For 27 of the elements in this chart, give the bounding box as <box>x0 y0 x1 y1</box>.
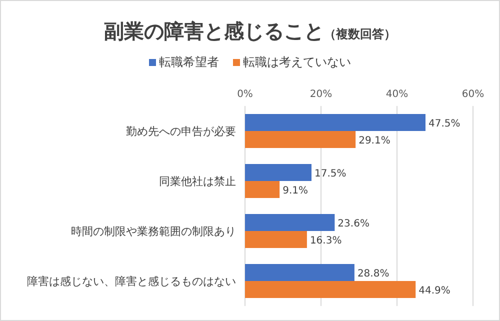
y-tick-label: 同業他社は禁止 <box>159 175 236 188</box>
bar <box>245 181 280 198</box>
x-tick-label: 40% <box>386 89 408 100</box>
legend-label: 転職希望者 <box>159 55 219 69</box>
x-tick-label: 20% <box>310 89 332 100</box>
data-label: 47.5% <box>428 118 460 130</box>
data-label: 29.1% <box>358 136 390 146</box>
bar <box>245 231 307 248</box>
bar <box>245 114 426 131</box>
y-tick-label: 時間の制限や業務範囲の制限あり <box>71 225 236 238</box>
y-tick-label: 障害は感じない、障害と感じるものはない <box>27 275 236 288</box>
data-label: 16.3% <box>310 236 342 246</box>
bar <box>245 214 335 231</box>
y-tick-label: 勤め先への申告が必要 <box>126 125 236 138</box>
bar <box>245 164 312 181</box>
legend-label: 転職は考えていない <box>243 55 351 69</box>
x-tick-label: 0% <box>237 89 253 100</box>
bar <box>245 264 354 281</box>
x-tick-label: 60% <box>462 89 484 100</box>
chart-subtitle: （複数回答） <box>324 27 396 41</box>
data-label: 44.9% <box>418 286 450 296</box>
data-label: 9.1% <box>282 186 308 196</box>
data-label: 17.5% <box>314 168 346 180</box>
data-label: 28.8% <box>357 268 390 280</box>
data-label: 23.6% <box>338 218 370 230</box>
bar <box>245 281 416 298</box>
bar <box>245 131 356 148</box>
